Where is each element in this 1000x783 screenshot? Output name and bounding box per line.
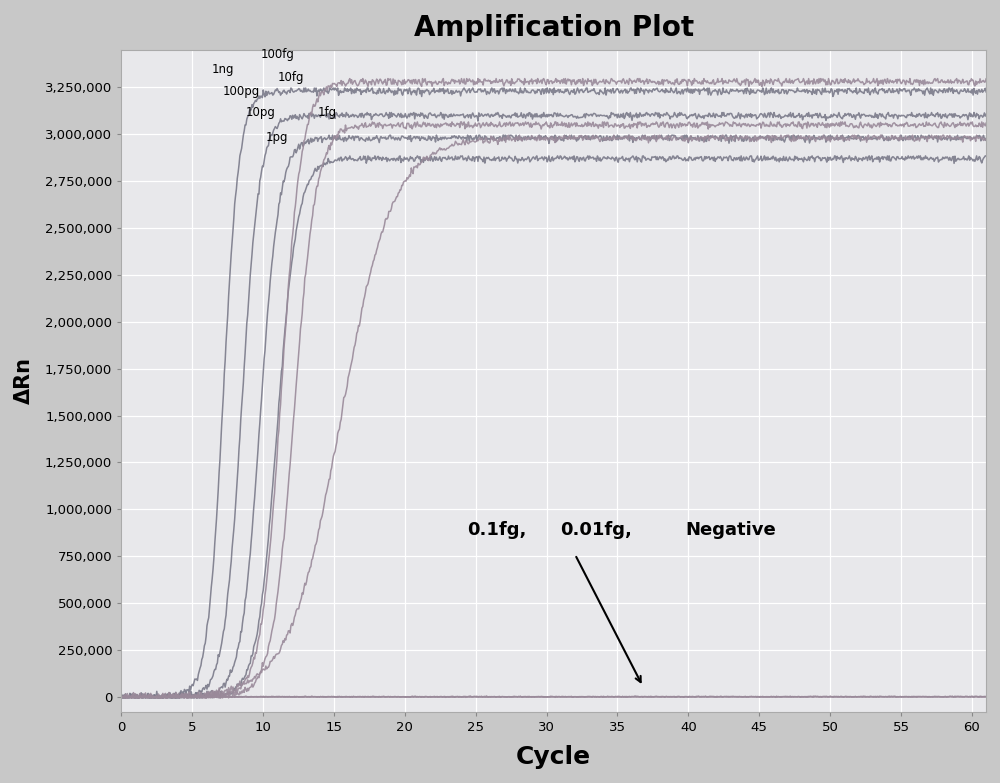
Text: 10pg: 10pg xyxy=(245,106,275,119)
Y-axis label: ΔRn: ΔRn xyxy=(14,357,34,404)
Text: 0.1fg,: 0.1fg, xyxy=(467,521,527,539)
Title: Amplification Plot: Amplification Plot xyxy=(414,14,694,41)
Text: 100fg: 100fg xyxy=(260,48,294,61)
Text: 1pg: 1pg xyxy=(266,131,288,143)
Text: 1fg: 1fg xyxy=(317,106,336,119)
Text: 0.01fg,: 0.01fg, xyxy=(560,521,632,539)
X-axis label: Cycle: Cycle xyxy=(516,745,591,769)
Text: 1ng: 1ng xyxy=(212,63,235,76)
Text: 10fg: 10fg xyxy=(278,71,305,85)
Text: Negative: Negative xyxy=(686,521,776,539)
Text: 100pg: 100pg xyxy=(223,85,260,98)
